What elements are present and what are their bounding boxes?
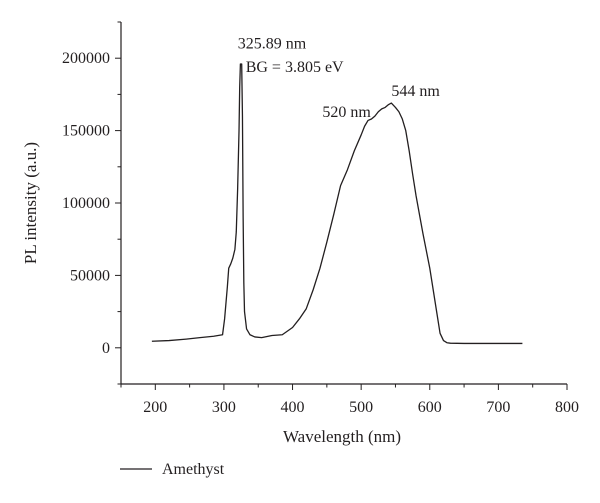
- x-tick-label: 600: [418, 399, 442, 416]
- series-group: [151, 63, 523, 345]
- y-tick-label: 100000: [62, 195, 110, 212]
- x-tick-label: 700: [486, 399, 510, 416]
- x-tick-label: 800: [555, 399, 579, 416]
- y-axis-ticks: 0 50000 100000 150000 200000: [62, 21, 121, 385]
- annotations-group: 325.89 nm BG = 3.805 eV 520 nm 544 nm: [238, 36, 441, 122]
- legend: Amethyst: [120, 461, 225, 478]
- x-tick-label: 500: [349, 399, 373, 416]
- legend-label-amethyst: Amethyst: [162, 461, 225, 478]
- x-axis-ticks: 200 300 400 500 600 700 800: [120, 384, 579, 416]
- x-tick-label: 300: [212, 399, 236, 416]
- x-tick-label: 200: [143, 399, 167, 416]
- y-tick-label: 200000: [62, 50, 110, 67]
- y-tick-label: 50000: [70, 267, 110, 284]
- x-tick-label: 400: [281, 399, 305, 416]
- annotation-label: BG = 3.805 eV: [246, 59, 344, 76]
- y-tick-label: 150000: [62, 123, 110, 140]
- y-axis-title: PL intensity (a.u.): [21, 142, 40, 264]
- x-axis-title: Wavelength (nm): [283, 427, 401, 446]
- annotation-label: 325.89 nm: [238, 36, 307, 53]
- series-line-amethyst: [151, 63, 523, 345]
- annotation-label: 520 nm: [322, 104, 371, 121]
- y-tick-label: 0: [102, 340, 110, 357]
- annotation-label: 544 nm: [391, 83, 440, 100]
